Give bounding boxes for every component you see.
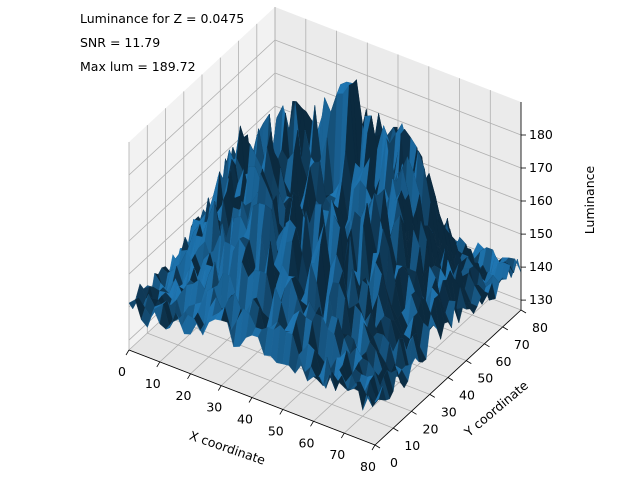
y-tick-label: 30	[441, 404, 457, 419]
y-tick-label: 10	[404, 438, 420, 453]
y-tick-mark	[411, 410, 417, 415]
z-tick-label: 140	[529, 259, 553, 274]
y-tick-label: 50	[477, 371, 493, 386]
x-tick-mark	[340, 432, 345, 439]
x-tick-mark	[310, 421, 314, 427]
x-tick-mark	[125, 349, 130, 356]
y-tick-label: 60	[496, 354, 512, 369]
z-tick-label: 150	[529, 226, 553, 241]
x-axis-label: X coordinate	[188, 428, 268, 468]
y-tick-mark	[484, 343, 490, 348]
surface-patch	[368, 395, 379, 408]
x-tick-mark	[187, 373, 191, 380]
x-tick-mark	[217, 385, 222, 391]
x-tick-label: 60	[299, 435, 315, 450]
x-tick-mark	[248, 397, 253, 403]
y-tick-label: 40	[459, 388, 475, 403]
y-tick-mark	[466, 360, 472, 364]
luminance-surface	[128, 79, 522, 411]
y-tick-label: 20	[423, 421, 439, 436]
grid-line-z	[128, 105, 276, 242]
z-tick-label: 170	[529, 160, 553, 175]
grid-line-y	[147, 332, 394, 429]
annotation-z: Luminance for Z = 0.0475	[80, 11, 245, 26]
grid-line-z	[128, 72, 276, 209]
x-tick-label: 70	[329, 447, 345, 462]
grid-line-z	[274, 39, 522, 136]
y-tick-label: 0	[390, 455, 398, 470]
x-tick-label: 80	[360, 459, 376, 474]
x-tick-mark	[156, 361, 161, 368]
z-tick-label: 130	[529, 292, 553, 307]
y-tick-mark	[502, 326, 509, 331]
z-tick-label: 160	[529, 193, 553, 208]
grid-line-z	[274, 72, 522, 169]
y-tick-label: 80	[532, 320, 548, 335]
grid-line-z	[128, 39, 276, 176]
y-tick-mark	[393, 427, 399, 432]
annotation-max-lum: Max lum = 189.72	[80, 59, 196, 74]
x-tick-label: 40	[237, 412, 253, 427]
x-tick-label: 10	[145, 376, 161, 391]
x-tick-label: 30	[206, 400, 222, 415]
y-tick-mark	[520, 309, 527, 314]
y-tick-label: 70	[514, 337, 530, 352]
y-tick-mark	[447, 377, 454, 381]
y-tick-mark	[429, 394, 436, 398]
x-tick-mark	[371, 444, 376, 451]
annotation-snr: SNR = 11.79	[80, 35, 161, 50]
x-tick-mark	[279, 409, 284, 415]
x-tick-label: 0	[118, 364, 126, 379]
x-tick-label: 50	[268, 423, 284, 438]
y-tick-mark	[374, 444, 381, 449]
z-tick-label: 180	[529, 127, 553, 142]
z-axis-label: Luminance	[582, 166, 597, 235]
x-tick-label: 20	[176, 388, 192, 403]
